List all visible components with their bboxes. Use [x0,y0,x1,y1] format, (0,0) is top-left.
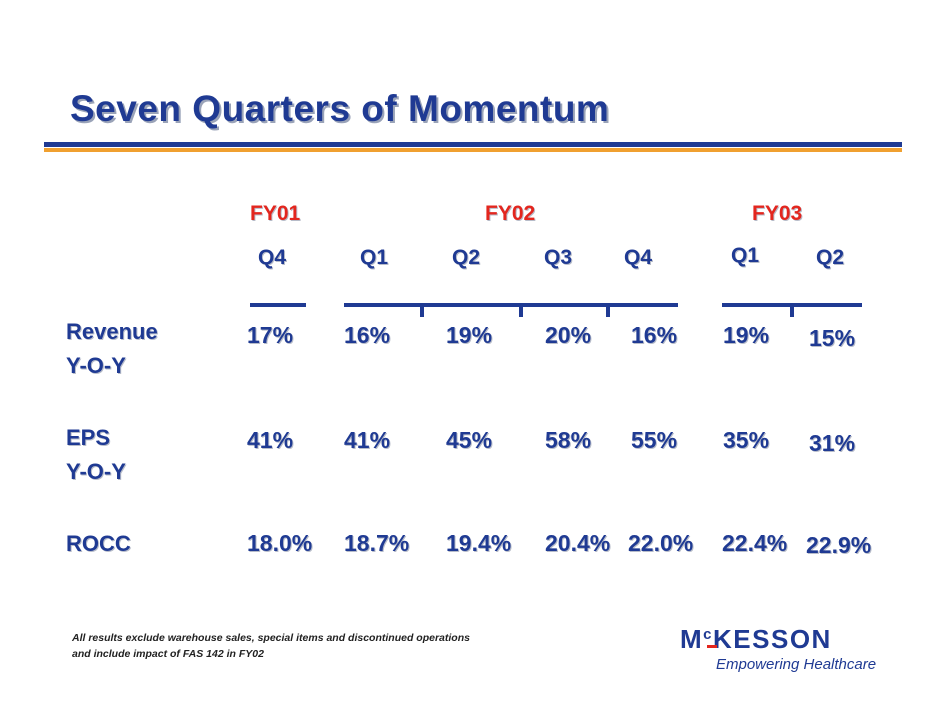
revenue-cell: 17% [247,322,294,348]
rocc-cell: 20.4% [545,530,611,556]
rocc-cell: 18.0% [247,530,313,556]
row-label-line: ROCC [66,531,131,556]
logo-letters-rest: KESSON [713,624,832,654]
revenue-cell: 20% [545,322,592,348]
quarter-header: Q2 [816,246,845,269]
footnote-line: All results exclude warehouse sales, spe… [72,632,470,644]
quarter-header: Q2 [452,246,481,269]
row-label-line: Revenue [66,319,158,344]
fy02-bracket-tick [606,303,610,317]
rocc-cell: 19.4% [446,530,512,556]
eps-cell: 55% [631,427,678,453]
fy03-bracket-tick [790,303,794,317]
quarter-header: Q1 [731,244,760,267]
fy02-bracket [344,303,678,307]
eps-cell: 58% [545,427,592,453]
row-label-line: Y-O-Y [66,459,126,484]
revenue-cell: 16% [631,322,678,348]
logo-red-dash [707,645,717,648]
eps-cell: 31% [809,430,856,456]
quarter-header: Q4 [258,246,287,269]
logo-wordmark: McKESSON [680,624,832,655]
eps-cell: 35% [723,427,770,453]
fy02-bracket-tick [519,303,523,317]
row-label-line: EPS [66,425,111,450]
fiscal-year-fy01: FY01 [250,202,301,225]
rocc-cell: 22.9% [806,532,872,558]
revenue-cell: 16% [344,322,391,348]
fy01-bracket [250,303,306,307]
logo-letter-c: c [703,626,714,643]
eps-cell: 41% [344,427,391,453]
footnote-line: and include impact of FAS 142 in FY02 [72,648,264,660]
fiscal-year-fy02: FY02 [485,202,536,225]
row-label-eps: EPS Y-O-Y [66,421,126,489]
title-rule-blue [44,142,902,147]
quarter-header: Q4 [624,246,653,269]
quarter-header: Q1 [360,246,389,269]
row-label-revenue: Revenue Y-O-Y [66,315,158,383]
rocc-cell: 22.0% [628,530,694,556]
revenue-cell: 15% [809,325,856,351]
rocc-cell: 18.7% [344,530,410,556]
logo-letter-m: M [680,624,704,654]
row-label-line: Y-O-Y [66,353,126,378]
fiscal-year-fy03: FY03 [752,202,803,225]
quarter-header: Q3 [544,246,573,269]
eps-cell: 45% [446,427,493,453]
logo-tagline: Empowering Healthcare [716,656,877,673]
mckesson-logo: McKESSON Empowering Healthcare [680,624,876,680]
footnote: All results exclude warehouse sales, spe… [72,630,470,662]
revenue-cell: 19% [723,322,770,348]
row-label-rocc: ROCC [66,527,131,561]
rocc-cell: 22.4% [722,530,788,556]
slide-title: Seven Quarters of Momentum [70,88,610,129]
revenue-cell: 19% [446,322,493,348]
eps-cell: 41% [247,427,294,453]
title-rule-orange [44,148,902,152]
fy02-bracket-tick [420,303,424,317]
